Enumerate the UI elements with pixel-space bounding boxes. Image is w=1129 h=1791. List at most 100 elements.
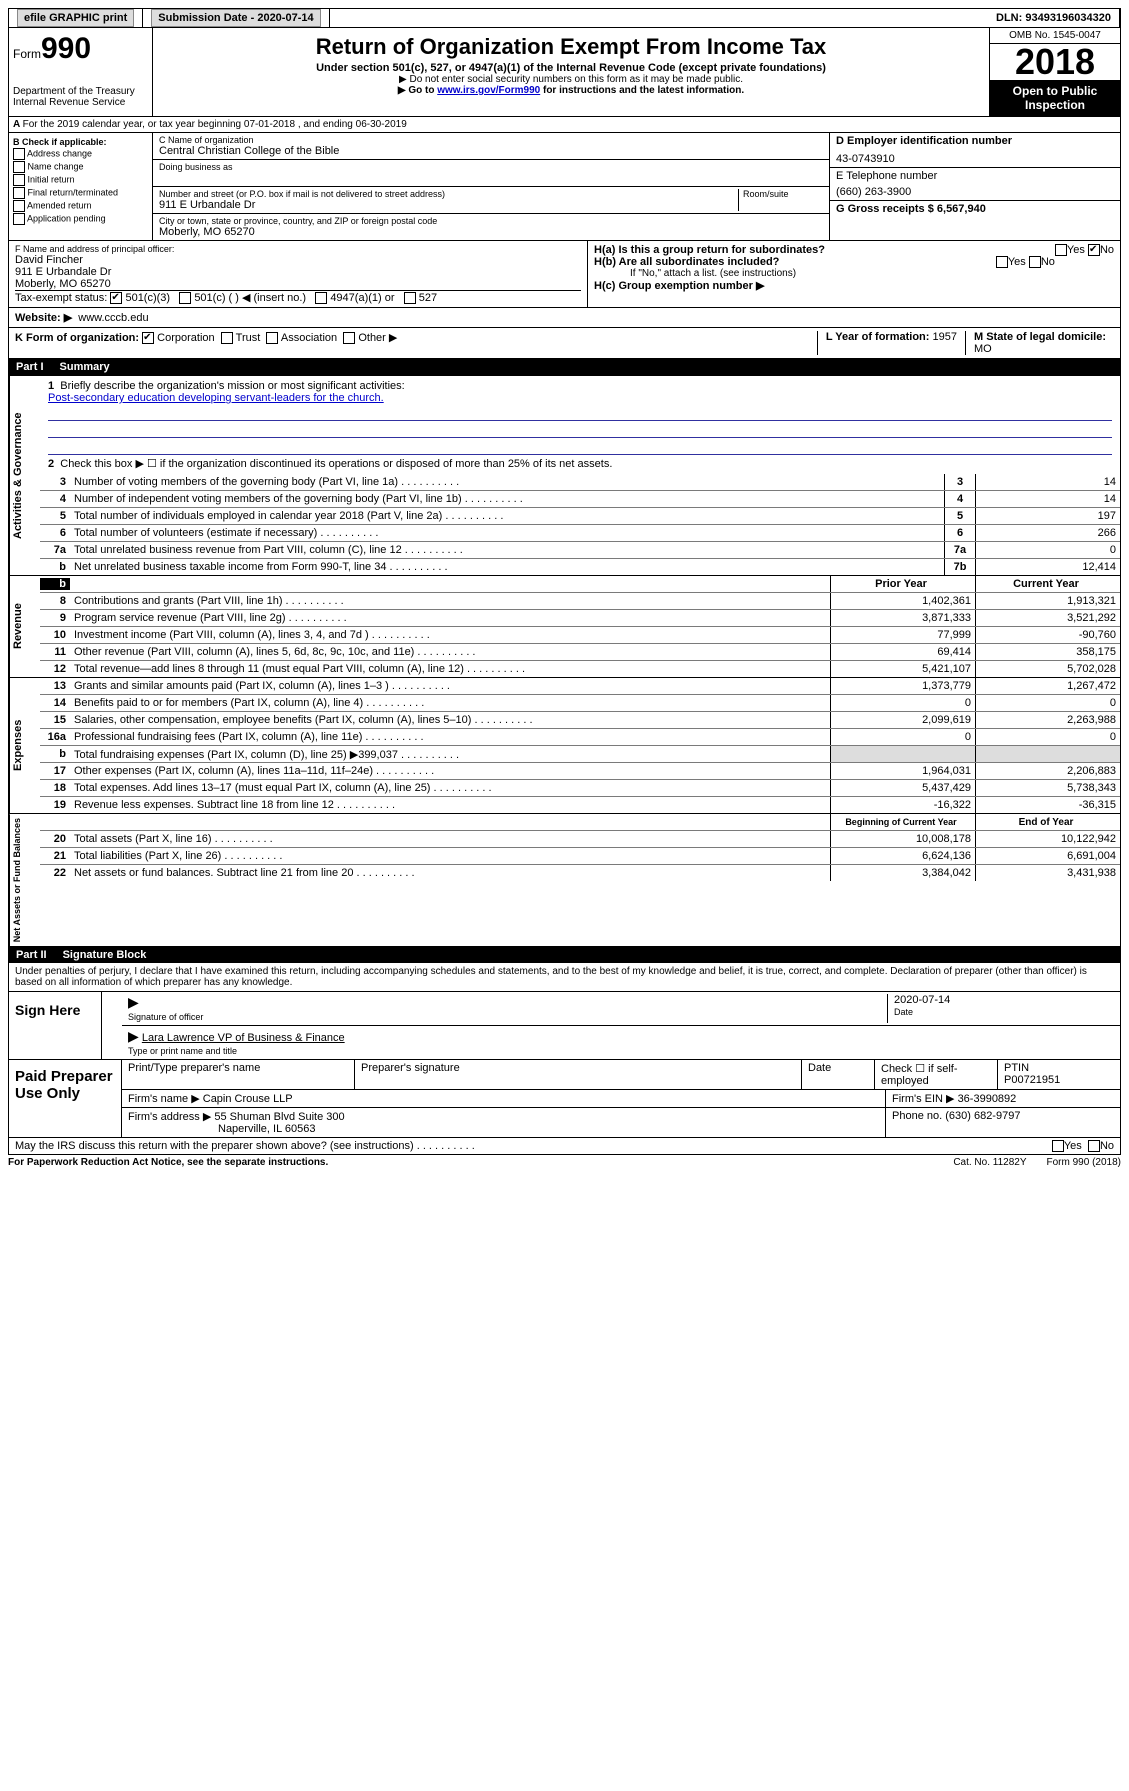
mission-text: Post-secondary education developing serv… (48, 392, 1112, 404)
col-current-year: Current Year (975, 576, 1120, 592)
summary-line: 11Other revenue (Part VIII, column (A), … (40, 644, 1120, 661)
sig-officer-label: Signature of officer (128, 1012, 203, 1022)
top-bar: efile GRAPHIC print Submission Date - 20… (8, 8, 1121, 28)
cat-no: Cat. No. 11282Y (953, 1157, 1026, 1168)
year-formation: L Year of formation: 1957 (817, 331, 965, 355)
col-prior-year: Prior Year (830, 576, 975, 592)
website-value: www.cccb.edu (78, 312, 148, 324)
summary-netassets: Net Assets or Fund Balances Beginning of… (8, 814, 1121, 947)
part1-header: Part ISummary (8, 359, 1121, 375)
submission-date-button[interactable]: Submission Date - 2020-07-14 (151, 9, 320, 27)
header-grid-2: F Name and address of principal officer:… (8, 241, 1121, 308)
section-b: B Check if applicable: Address change Na… (9, 133, 153, 240)
header-grid: B Check if applicable: Address change Na… (8, 133, 1121, 241)
line1-label: Briefly describe the organization's miss… (60, 380, 404, 392)
summary-line: bTotal fundraising expenses (Part IX, co… (40, 746, 1120, 763)
form-number: 990 (41, 32, 91, 65)
officer-addr1: 911 E Urbandale Dr (15, 266, 581, 278)
vlabel-revenue: Revenue (9, 576, 40, 677)
summary-line: 13Grants and similar amounts paid (Part … (40, 678, 1120, 695)
sig-date-label: Date (894, 1007, 913, 1017)
h-b-note: If "No," attach a list. (see instruction… (594, 268, 1114, 279)
paperwork-notice: For Paperwork Reduction Act Notice, see … (8, 1157, 328, 1168)
ptin-value: P00721951 (1004, 1074, 1060, 1086)
form-subtitle: Under section 501(c), 527, or 4947(a)(1)… (157, 62, 985, 74)
summary-line: 6Total number of volunteers (estimate if… (40, 525, 1120, 542)
form-no-footer: Form 990 (2018) (1047, 1157, 1121, 1168)
summary-expenses: Expenses 13Grants and similar amounts pa… (8, 678, 1121, 814)
col-eoy: End of Year (975, 814, 1120, 830)
form-title: Return of Organization Exempt From Incom… (157, 34, 985, 60)
ein-value: 43-0743910 (836, 153, 1114, 165)
section-a-period: A For the 2019 calendar year, or tax yea… (8, 117, 1121, 133)
phone-value: (660) 263-3900 (836, 186, 1114, 198)
name-title-label: Type or print name and title (128, 1046, 237, 1056)
summary-line: 16aProfessional fundraising fees (Part I… (40, 729, 1120, 746)
summary-line: 9Program service revenue (Part VIII, lin… (40, 610, 1120, 627)
cb-501c[interactable] (179, 292, 191, 304)
paid-preparer-block: Paid Preparer Use Only Print/Type prepar… (8, 1060, 1121, 1138)
sig-date-value: 2020-07-14 (894, 994, 950, 1006)
summary-line: 17Other expenses (Part IX, column (A), l… (40, 763, 1120, 780)
firm-phone: (630) 682-9797 (945, 1110, 1020, 1122)
city-label: City or town, state or province, country… (159, 216, 823, 226)
dba-label: Doing business as (159, 162, 823, 172)
section-de: D Employer identification number 43-0743… (829, 133, 1120, 240)
dept-treasury: Department of the Treasury Internal Reve… (13, 86, 148, 108)
firm-addr2: Naperville, IL 60563 (128, 1123, 315, 1135)
officer-name-title: Lara Lawrence VP of Business & Finance (142, 1032, 345, 1044)
h-b: H(b) Are all subordinates included? Yes … (594, 256, 1114, 268)
summary-line: 8Contributions and grants (Part VIII, li… (40, 593, 1120, 610)
summary-line: 18Total expenses. Add lines 13–17 (must … (40, 780, 1120, 797)
signature-block: Under penalties of perjury, I declare th… (8, 963, 1121, 1060)
summary-line: 10Investment income (Part VIII, column (… (40, 627, 1120, 644)
discuss-row: May the IRS discuss this return with the… (8, 1138, 1121, 1155)
summary-line: 20Total assets (Part X, line 16)10,008,1… (40, 831, 1120, 848)
vlabel-netassets: Net Assets or Fund Balances (9, 814, 40, 946)
part2-header: Part IISignature Block (8, 947, 1121, 963)
form-word: Form (13, 47, 41, 61)
cb-discuss-yes[interactable] (1052, 1140, 1064, 1152)
cb-4947[interactable] (315, 292, 327, 304)
firm-addr1: 55 Shuman Blvd Suite 300 (214, 1111, 344, 1123)
cb-501c3[interactable] (110, 292, 122, 304)
state-domicile: M State of legal domicile: MO (965, 331, 1114, 355)
phone-label: E Telephone number (836, 170, 1114, 182)
form990-link[interactable]: www.irs.gov/Form990 (437, 85, 540, 96)
summary-governance: Activities & Governance 1 Briefly descri… (8, 375, 1121, 576)
line2-text: Check this box ▶ ☐ if the organization d… (60, 458, 612, 470)
summary-line: 3Number of voting members of the governi… (40, 474, 1120, 491)
form-header: Form990 Department of the Treasury Inter… (8, 28, 1121, 117)
vlabel-governance: Activities & Governance (9, 376, 40, 575)
firm-name: Capin Crouse LLP (203, 1093, 293, 1105)
col-bcy: Beginning of Current Year (830, 814, 975, 830)
penalties-text: Under penalties of perjury, I declare th… (9, 963, 1120, 992)
sign-here-label: Sign Here (9, 992, 102, 1059)
cb-corporation[interactable] (142, 332, 154, 344)
summary-line: 4Number of independent voting members of… (40, 491, 1120, 508)
summary-line: 15Salaries, other compensation, employee… (40, 712, 1120, 729)
street-label: Number and street (or P.O. box if mail i… (159, 189, 738, 199)
officer-name: David Fincher (15, 254, 581, 266)
summary-line: 12Total revenue—add lines 8 through 11 (… (40, 661, 1120, 677)
summary-line: 19Revenue less expenses. Subtract line 1… (40, 797, 1120, 813)
tax-year: 2018 (990, 44, 1120, 80)
summary-line: 14Benefits paid to or for members (Part … (40, 695, 1120, 712)
ein-label: D Employer identification number (836, 135, 1012, 147)
officer-addr2: Moberly, MO 65270 (15, 278, 581, 290)
paid-prep-label: Paid Preparer Use Only (9, 1060, 122, 1137)
summary-revenue: Revenue b Prior Year Current Year 8Contr… (8, 576, 1121, 678)
tax-exempt-row: Tax-exempt status: 501(c)(3) 501(c) ( ) … (15, 291, 581, 304)
summary-line: bNet unrelated business taxable income f… (40, 559, 1120, 575)
room-label: Room/suite (743, 189, 823, 199)
cb-discuss-no[interactable] (1088, 1140, 1100, 1152)
cb-527[interactable] (404, 292, 416, 304)
open-to-public: Open to Public Inspection (990, 80, 1120, 116)
discuss-question: May the IRS discuss this return with the… (15, 1140, 475, 1152)
summary-line: 21Total liabilities (Part X, line 26)6,6… (40, 848, 1120, 865)
vlabel-expenses: Expenses (9, 678, 40, 813)
org-name-label: C Name of organization (159, 135, 823, 145)
h-c: H(c) Group exemption number ▶ (594, 279, 1114, 292)
org-name: Central Christian College of the Bible (159, 145, 823, 157)
efile-print-button[interactable]: efile GRAPHIC print (17, 9, 134, 27)
